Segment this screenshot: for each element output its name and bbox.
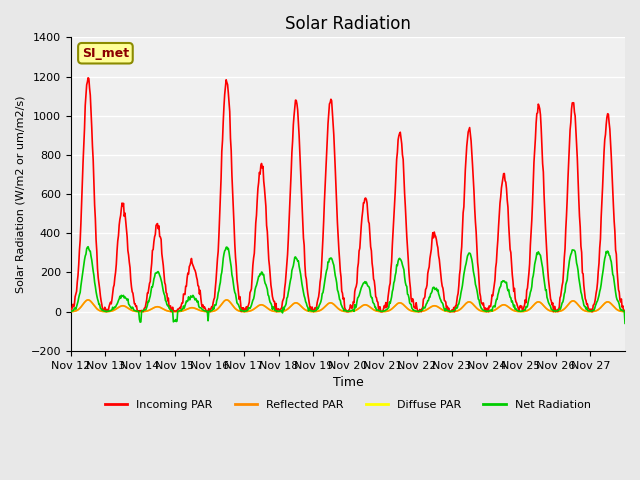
Title: Solar Radiation: Solar Radiation xyxy=(285,15,411,33)
Text: SI_met: SI_met xyxy=(82,47,129,60)
Y-axis label: Solar Radiation (W/m2 or um/m2/s): Solar Radiation (W/m2 or um/m2/s) xyxy=(15,96,25,293)
X-axis label: Time: Time xyxy=(333,376,364,389)
Legend: Incoming PAR, Reflected PAR, Diffuse PAR, Net Radiation: Incoming PAR, Reflected PAR, Diffuse PAR… xyxy=(101,396,595,414)
